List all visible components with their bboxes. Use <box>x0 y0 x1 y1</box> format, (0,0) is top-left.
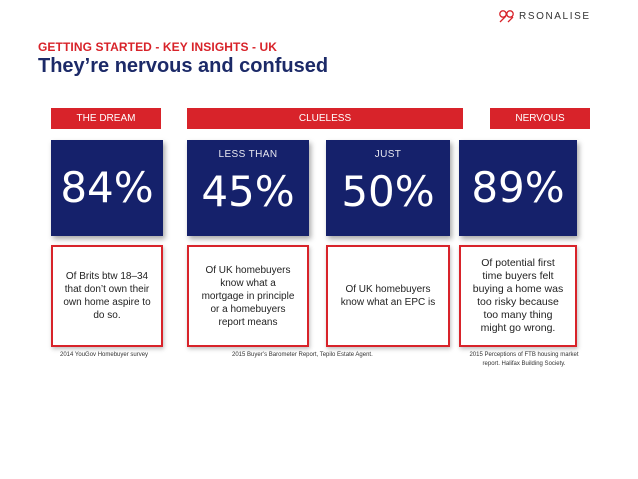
stat-value: 45% <box>201 167 295 216</box>
source-note-nervous: 2015 Perceptions of FTB housing market r… <box>469 352 579 367</box>
logo-mark-icon <box>499 10 514 23</box>
band-the-dream: THE DREAM <box>51 108 161 129</box>
description-box-clueless-2: Of UK homebuyers know what an EPC is <box>326 245 450 347</box>
description-box-clueless-1: Of UK homebuyers know what a mortgage in… <box>187 245 309 347</box>
band-nervous: NERVOUS <box>490 108 590 129</box>
stat-prefix: JUST <box>374 149 402 160</box>
source-note-dream: 2014 YouGov Homebuyer survey <box>60 352 149 358</box>
description-box-nervous: Of potential first time buyers felt buyi… <box>459 245 577 347</box>
description-text: Of potential first time buyers felt buyi… <box>472 257 564 334</box>
stat-value: 89% <box>471 163 565 212</box>
band-label: NERVOUS <box>515 113 565 124</box>
band-label: THE DREAM <box>76 113 136 124</box>
source-note-clueless: 2015 Buyer’s Barometer Report, Tepilo Es… <box>232 352 373 358</box>
stat-tile-dream: 84% <box>51 140 163 236</box>
stat-tile-nervous: 89% <box>459 140 577 236</box>
band-clueless: CLUELESS <box>187 108 463 129</box>
stat-value: 50% <box>341 167 435 216</box>
stat-value: 84% <box>60 163 154 212</box>
section-kicker: GETTING STARTED - KEY INSIGHTS - UK <box>38 40 278 54</box>
logo-wordmark: RSONALISE <box>519 10 591 22</box>
brand-logo: RSONALISE <box>498 8 630 24</box>
page-title: They’re nervous and confused <box>38 55 329 77</box>
stat-tile-clueless-1: LESS THAN 45% <box>187 140 309 236</box>
description-text: Of UK homebuyers know what a mortgage in… <box>201 264 295 328</box>
description-text: Of UK homebuyers know what an EPC is <box>340 284 436 308</box>
band-label: CLUELESS <box>298 113 352 124</box>
description-box-dream: Of Brits btw 18–34 that don’t own their … <box>51 245 163 347</box>
stat-tile-clueless-2: JUST 50% <box>326 140 450 236</box>
description-text: Of Brits btw 18–34 that don’t own their … <box>63 271 151 321</box>
stat-prefix: LESS THAN <box>218 149 278 160</box>
